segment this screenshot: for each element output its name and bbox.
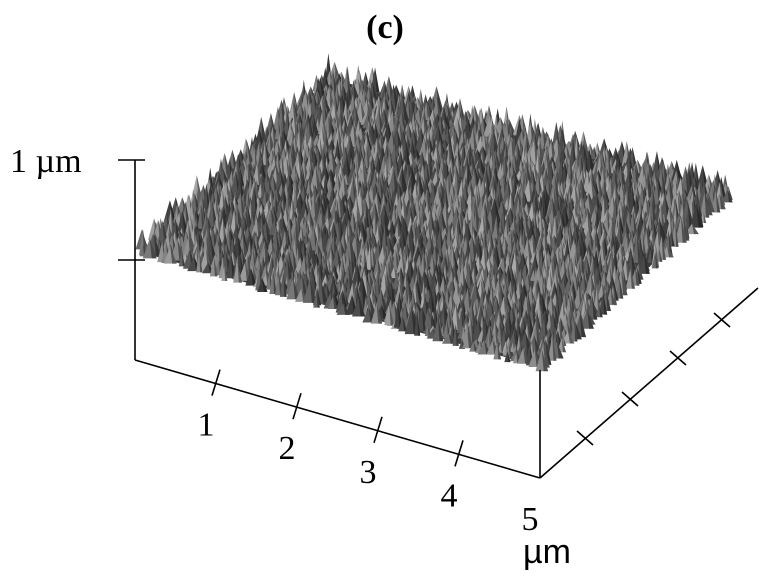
panel-label: (c) xyxy=(366,9,404,46)
surface xyxy=(135,53,732,371)
